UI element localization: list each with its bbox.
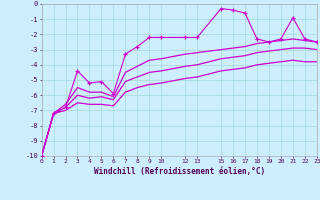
- X-axis label: Windchill (Refroidissement éolien,°C): Windchill (Refroidissement éolien,°C): [94, 167, 265, 176]
